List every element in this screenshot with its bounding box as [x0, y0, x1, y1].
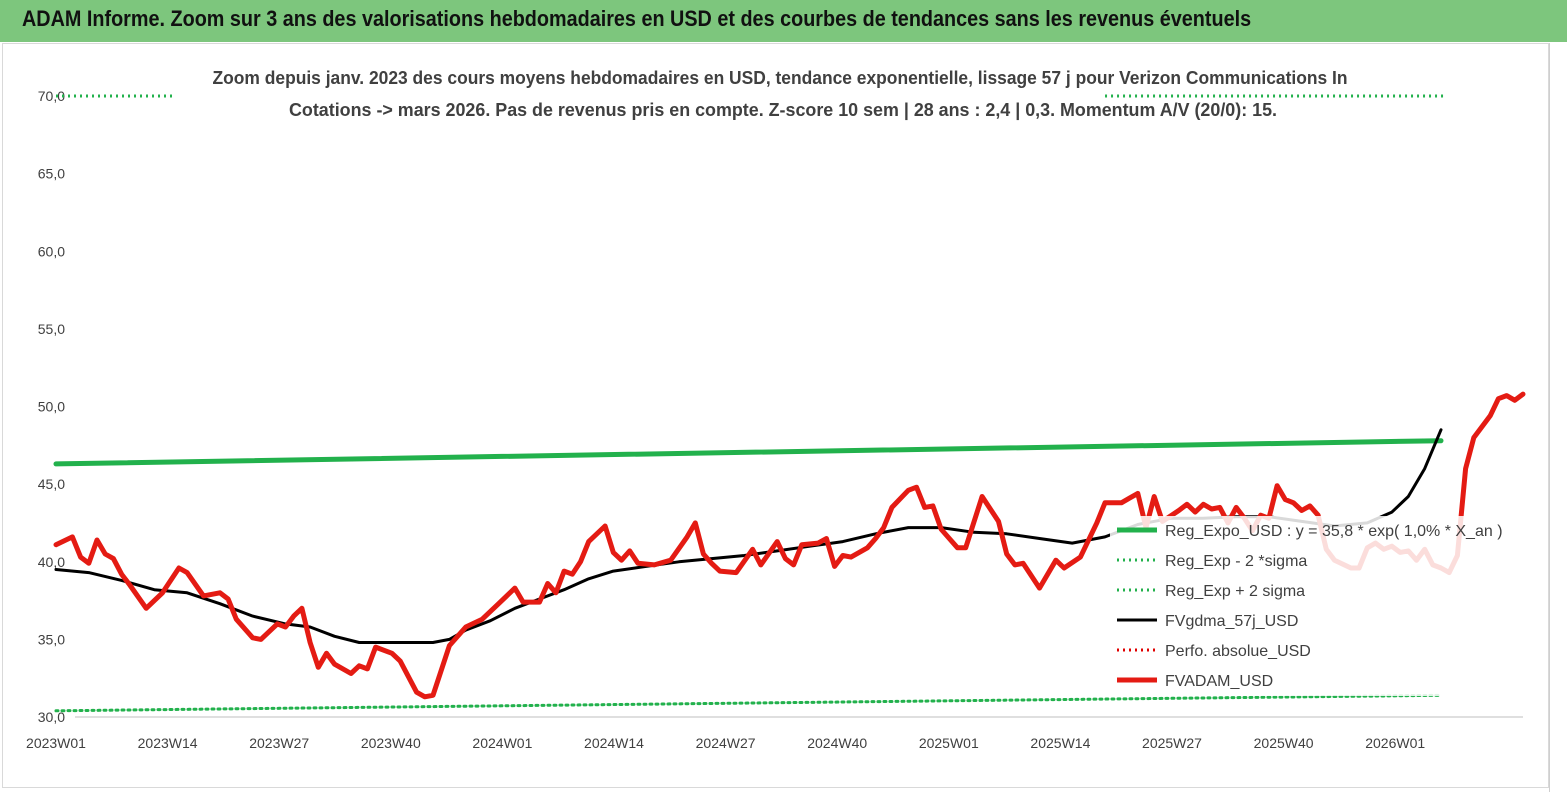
y-tick-label: 50,0 [38, 399, 65, 415]
chart-title-line1: Zoom depuis janv. 2023 des cours moyens … [213, 68, 1348, 88]
legend-label: Reg_Exp - 2 *sigma [1165, 553, 1307, 570]
series-line-1 [54, 693, 1443, 713]
x-tick-label: 2023W01 [26, 735, 86, 751]
legend-background [1110, 516, 1530, 696]
banner: ADAM Informe. Zoom sur 3 ans des valoris… [0, 0, 1567, 42]
y-tick-label: 45,0 [38, 476, 65, 492]
x-tick-label: 2024W40 [807, 735, 867, 751]
legend: Reg_Expo_USD : y = 35,8 * exp( 1,0% * X_… [1110, 516, 1530, 696]
x-tick-label: 2023W40 [361, 735, 421, 751]
x-tick-label: 2024W14 [584, 735, 644, 751]
y-tick-label: 40,0 [38, 554, 65, 570]
series-line-0 [53, 438, 1444, 467]
x-tick-label: 2026W01 [1365, 735, 1425, 751]
y-tick-label: 65,0 [38, 166, 65, 182]
legend-label: Reg_Expo_USD : y = 35,8 * exp( 1,0% * X_… [1165, 523, 1503, 540]
legend-label: FVADAM_USD [1165, 673, 1273, 690]
x-tick-label: 2024W27 [696, 735, 756, 751]
x-tick-label: 2025W14 [1030, 735, 1090, 751]
legend-label: Reg_Exp + 2 sigma [1165, 583, 1305, 600]
series-line-5 [53, 391, 1526, 700]
x-tick-label: 2025W01 [919, 735, 979, 751]
scrollbar-strip [1549, 43, 1567, 792]
y-tick-label: 55,0 [38, 321, 65, 337]
x-tick-label: 2023W14 [138, 735, 198, 751]
chart-title-line2: Cotations -> mars 2026. Pas de revenus p… [289, 100, 1277, 120]
y-tick-label: 35,0 [38, 631, 65, 647]
legend-label: Perfo. absolue_USD [1165, 643, 1311, 660]
x-tick-label: 2025W40 [1254, 735, 1314, 751]
y-tick-label: 60,0 [38, 243, 65, 259]
series-layer [53, 94, 1526, 713]
y-axis-ticks: 30,0 35,0 40,0 45,0 50,0 55,0 60,0 65,0 70,0 [38, 88, 65, 725]
x-tick-label: 2023W27 [249, 735, 309, 751]
x-axis-ticks: 2023W01 2023W14 2023W27 2023W40 2024W01 2024W… [26, 735, 1425, 751]
y-tick-label: 30,0 [38, 709, 65, 725]
x-tick-label: 2025W27 [1142, 735, 1202, 751]
chart-frame [2, 43, 1549, 788]
banner-title: ADAM Informe. Zoom sur 3 ans des valoris… [22, 6, 1252, 31]
x-tick-label: 2024W01 [472, 735, 532, 751]
legend-label: FVgdma_57j_USD [1165, 613, 1298, 630]
y-tick-label: 70,0 [38, 88, 65, 104]
